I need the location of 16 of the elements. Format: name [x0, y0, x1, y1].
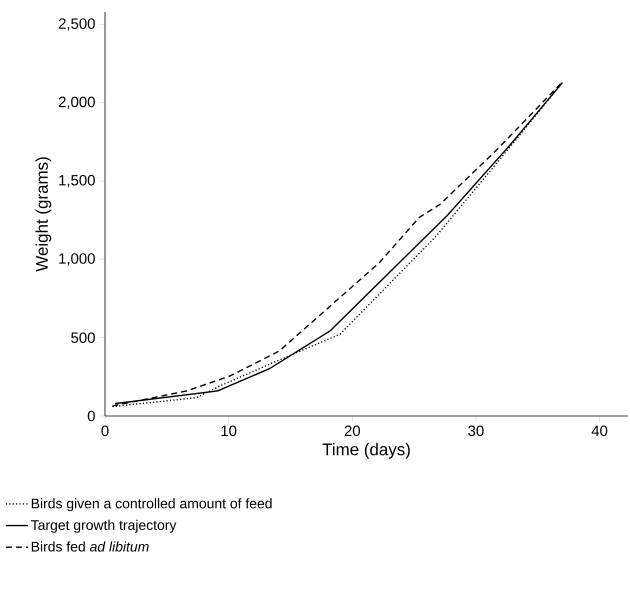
legend-label: Birds fed ad libitum — [32, 541, 149, 552]
legend-label: Target growth trajectory — [31, 520, 176, 533]
legend-label: Birds given a controlled amount of feed — [32, 498, 272, 512]
y-tick-label: 500 — [71, 332, 95, 343]
x-tick-label: 20 — [344, 426, 360, 436]
x-axis-title: Time (days) — [322, 442, 410, 459]
y-tick-label: 1,500 — [59, 174, 95, 188]
x-tick-label: 10 — [221, 426, 236, 436]
y-tick-label: 2,500 — [58, 18, 95, 31]
y-tick-label: 2,000 — [58, 96, 95, 109]
x-tick-label: 40 — [592, 426, 608, 436]
x-tick-label: 30 — [468, 426, 484, 436]
y-tick-label: 0 — [88, 410, 95, 422]
x-tick-label: 0 — [101, 426, 109, 436]
y-axis-title: Weight (grams) — [35, 157, 52, 272]
y-tick-label: 1,000 — [59, 253, 95, 266]
